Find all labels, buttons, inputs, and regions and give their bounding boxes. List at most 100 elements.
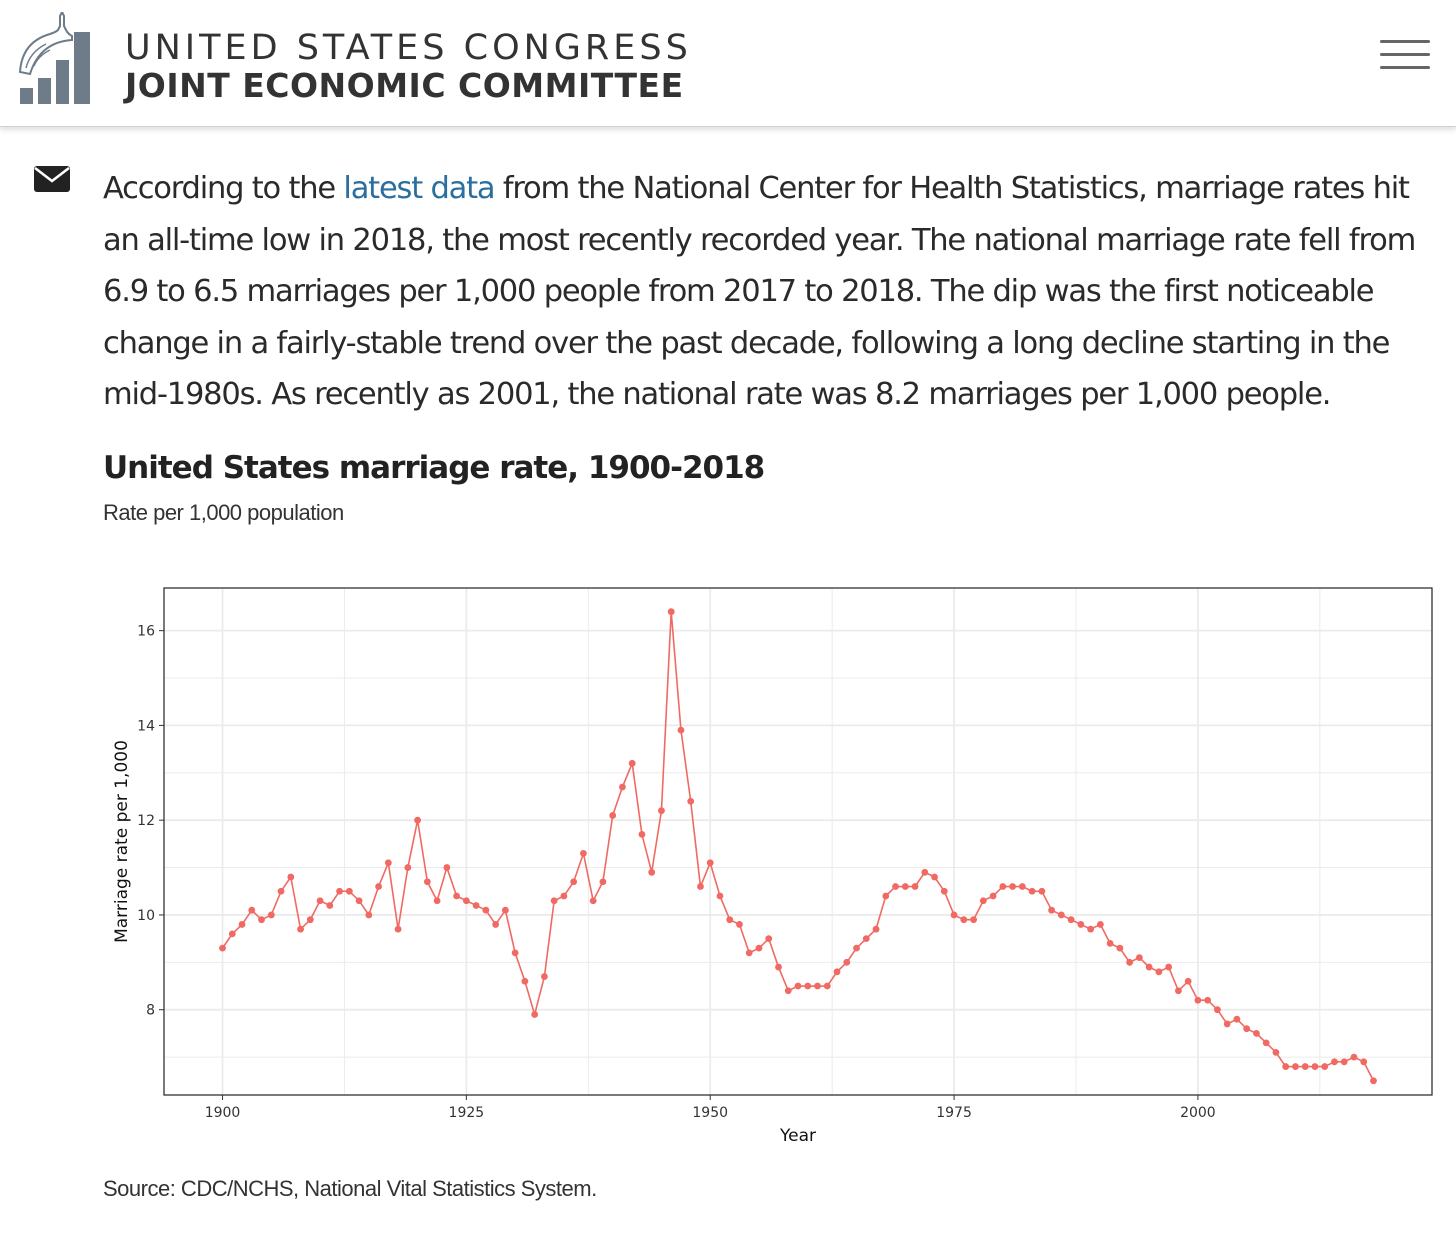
data-point [336, 887, 343, 895]
data-point [521, 977, 529, 985]
latest-data-link[interactable]: latest data [343, 171, 495, 206]
data-point [1370, 1077, 1377, 1085]
data-point [658, 807, 665, 815]
data-point [423, 878, 431, 886]
data-point [1135, 954, 1143, 961]
capitol-dome-bar-chart-logo[interactable] [16, 12, 96, 104]
data-point [1282, 1063, 1290, 1070]
data-point [794, 982, 802, 990]
data-point [970, 916, 977, 924]
data-point [1272, 1048, 1280, 1056]
data-point [248, 906, 256, 914]
data-point [1077, 921, 1085, 928]
data-point [1331, 1058, 1338, 1066]
chart-source: Source: CDC/NCHS, National Vital Statist… [103, 1176, 597, 1201]
data-point [736, 921, 743, 928]
menu-bar-middle [1380, 53, 1430, 56]
data-point [872, 925, 880, 933]
data-point [667, 608, 675, 616]
data-point [414, 816, 421, 824]
data-point [1350, 1053, 1358, 1061]
data-point [619, 783, 626, 791]
x-tick-label: 1900 [205, 1105, 241, 1121]
data-point [1145, 963, 1153, 971]
menu-bar-top [1380, 40, 1430, 43]
data-point [1194, 996, 1202, 1004]
data-point [706, 859, 714, 867]
menu-bar-bottom [1380, 66, 1430, 69]
data-point [940, 887, 948, 895]
x-tick-label: 1925 [449, 1105, 485, 1121]
data-point [345, 887, 353, 895]
data-point [1301, 1063, 1309, 1070]
data-point [238, 921, 246, 928]
data-point [979, 897, 987, 905]
data-point [726, 916, 734, 924]
data-point [892, 883, 899, 890]
data-point [853, 944, 860, 952]
data-point [580, 849, 587, 857]
envelope-icon[interactable] [34, 166, 70, 192]
data-point [394, 925, 402, 933]
data-point [277, 887, 285, 895]
marriage-rate-chart: 1900 1925 1950 1975 2000 8 10 12 14 16 Year Marriag… [112, 587, 1433, 1146]
data-point [482, 906, 490, 914]
y-tick-label: 10 [137, 908, 155, 924]
data-point [1214, 1006, 1221, 1014]
data-point [1243, 1025, 1251, 1033]
data-point [1048, 906, 1055, 914]
data-point [375, 883, 382, 890]
data-point [384, 859, 392, 867]
data-point [219, 944, 226, 952]
data-point [531, 1011, 539, 1018]
data-point [1204, 996, 1212, 1004]
data-point [1009, 883, 1016, 890]
data-point [1233, 1015, 1241, 1023]
data-point [501, 906, 509, 914]
data-point [814, 982, 821, 990]
data-point [1126, 958, 1134, 966]
data-point [1106, 939, 1114, 947]
chart-title: United States marriage rate, 1900-2018 [103, 450, 765, 486]
data-point [1292, 1063, 1299, 1070]
y-axis-title: Marriage rate per 1,000 [112, 740, 132, 943]
data-point [638, 830, 646, 838]
data-point [804, 982, 812, 990]
data-point [716, 892, 724, 900]
data-point [1253, 1030, 1260, 1037]
x-tick-label: 1975 [936, 1105, 972, 1121]
data-point [599, 878, 607, 886]
data-point [911, 883, 919, 890]
site-header: UNITED STATES CONGRESS JOINT ECONOMIC CO… [0, 0, 1456, 127]
data-point [745, 949, 753, 957]
data-point [365, 911, 373, 919]
y-tick-label: 8 [146, 1003, 155, 1019]
data-point [960, 916, 968, 924]
data-point [1018, 883, 1026, 890]
hamburger-menu-icon[interactable] [1380, 40, 1430, 80]
data-point [1067, 916, 1075, 924]
data-point [1165, 963, 1173, 971]
data-point [833, 968, 841, 976]
brand-title-bottom[interactable]: JOINT ECONOMIC COMMITTEE [125, 66, 684, 105]
chart-subtitle: Rate per 1,000 population [103, 500, 344, 525]
data-point [687, 797, 695, 805]
data-point [404, 864, 412, 871]
brand-title-top[interactable]: UNITED STATES CONGRESS [125, 28, 692, 68]
data-point [1087, 925, 1095, 933]
data-point [862, 935, 870, 943]
data-point [258, 916, 265, 924]
data-point [784, 987, 792, 995]
data-point [228, 930, 236, 938]
data-point [287, 873, 295, 881]
data-point [267, 911, 275, 919]
data-point [589, 897, 597, 905]
data-point [1184, 977, 1192, 985]
data-point [1155, 968, 1163, 976]
data-point [1360, 1058, 1368, 1066]
data-point [775, 963, 782, 971]
data-point [1321, 1063, 1329, 1070]
x-tick-label: 1950 [692, 1105, 728, 1121]
data-point [755, 944, 763, 952]
data-point [1116, 944, 1124, 952]
